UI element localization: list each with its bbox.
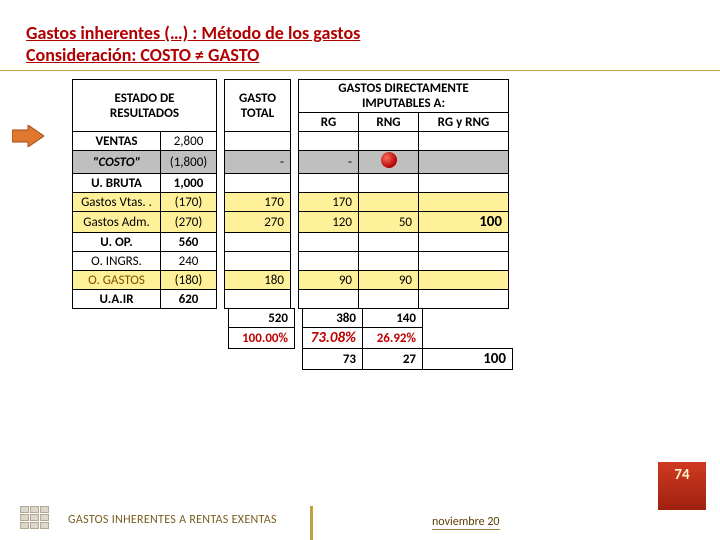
footer-divider (310, 506, 313, 540)
totals-table: 520 380 140 100.00% 73.08% 26.92% 73 27 … (228, 308, 513, 370)
hdr-directos: GASTOS DIRECTAMENTE IMPUTABLES A: (299, 80, 509, 113)
footer-title: GASTOS INHERENTES A RENTAS EXENTAS (68, 513, 277, 527)
alloc-row: 73 27 100 (229, 349, 513, 370)
red-dot-icon (381, 152, 397, 168)
title-line-1: Gastos inherentes (…) : Método de los ga… (26, 22, 720, 44)
page-number: 74 (658, 462, 706, 510)
logo-icon (20, 506, 54, 534)
hdr-gasto-total: GASTO TOTAL (225, 80, 291, 132)
footer-date: noviembre 20 (432, 515, 500, 530)
footer: GASTOS INHERENTES A RENTAS EXENTAS novie… (0, 500, 720, 540)
dot-cell (359, 151, 419, 174)
divider (0, 70, 720, 71)
hdr-rgrng: RG y RNG (419, 113, 509, 132)
data-table: ESTADO DE RESULTADOS GASTO TOTAL GASTOS … (72, 79, 509, 309)
hdr-rg: RG (299, 113, 359, 132)
slide-title: Gastos inherentes (…) : Método de los ga… (0, 0, 720, 68)
hdr-rng: RNG (359, 113, 419, 132)
content-area: ESTADO DE RESULTADOS GASTO TOTAL GASTOS … (0, 79, 720, 370)
pct-row: 100.00% 73.08% 26.92% (229, 328, 513, 349)
totals-row: 520 380 140 (229, 309, 513, 328)
arrow-icon (12, 125, 44, 147)
title-line-2: Consideración: COSTO ≠ GASTO (26, 44, 720, 66)
hdr-estado: ESTADO DE RESULTADOS (73, 80, 217, 132)
